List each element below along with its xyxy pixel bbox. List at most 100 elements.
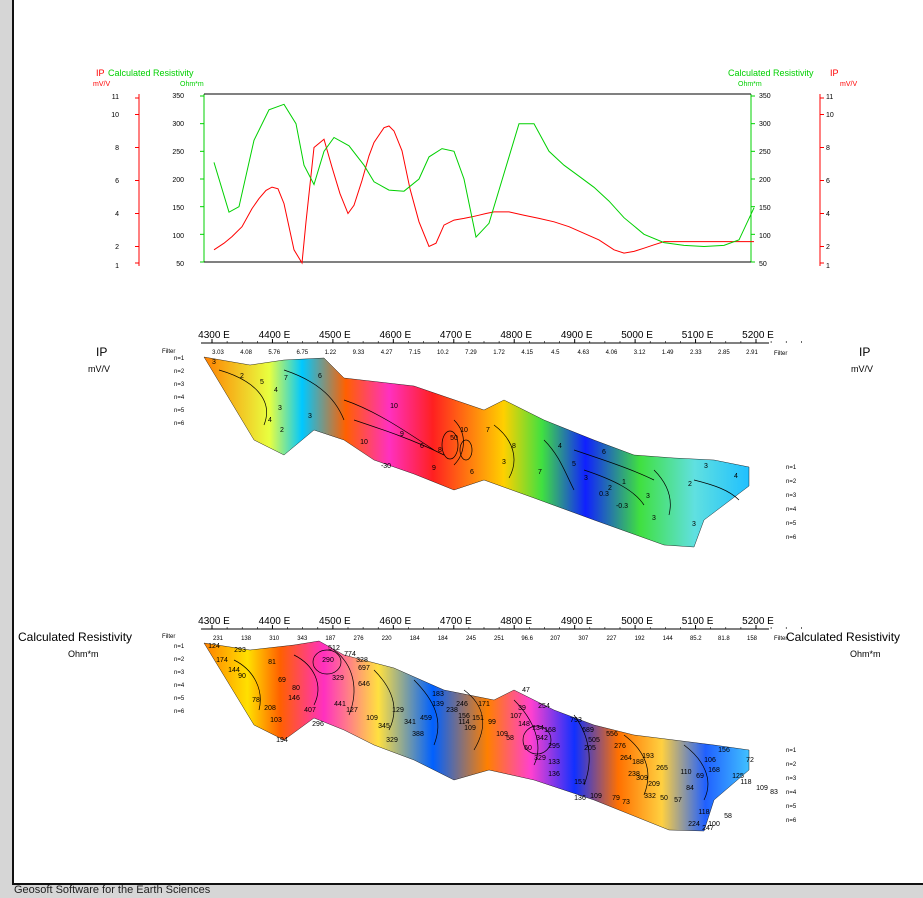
contour-label: 295 xyxy=(548,743,560,750)
left-ip-unit: mV/V xyxy=(93,81,110,88)
contour-label: 124 xyxy=(208,643,220,650)
ip-n-level: n=5 xyxy=(174,408,185,414)
contour-label: 276 xyxy=(614,743,626,750)
ip-n-level: n=3 xyxy=(174,382,185,388)
contour-label: 139 xyxy=(432,701,444,708)
right-res-tick: 250 xyxy=(759,149,771,156)
contour-label: 441 xyxy=(334,701,346,708)
contour-label: -0.3 xyxy=(616,503,628,510)
contour-label: 69 xyxy=(278,677,286,684)
ip-filter-value: 10.2 xyxy=(437,350,449,356)
profile-plot: IP Calculated Resistivity mV/V Ohm*m Cal… xyxy=(93,68,857,270)
ip-contour xyxy=(353,419,445,456)
ip-n-level: n=4 xyxy=(174,395,185,401)
ip-n-level: n=2 xyxy=(786,479,797,485)
contour-label: 114 xyxy=(458,719,469,726)
res-n-level: n=6 xyxy=(174,709,185,715)
contour-label: 3 xyxy=(212,359,216,366)
resistivity-colour-section xyxy=(203,640,750,832)
ip-contour xyxy=(218,369,267,426)
res-station-label: 4300 E xyxy=(198,616,230,627)
resistivity-pseudosection: Calculated Resistivity Ohm*m Calculated … xyxy=(18,616,900,832)
res-contour xyxy=(522,725,552,755)
contour-label: 174 xyxy=(216,657,228,664)
left-ip-title: IP xyxy=(96,68,105,78)
contour-label: 512 xyxy=(328,645,340,652)
right-ip-tick: 6 xyxy=(826,178,830,185)
res-n-level: n=2 xyxy=(174,657,185,663)
contour-label: 58 xyxy=(506,735,514,742)
contour-label: 188 xyxy=(632,759,644,766)
contour-label: 8 xyxy=(438,447,442,454)
res-filter-value: 310 xyxy=(269,636,280,642)
contour-label: 209 xyxy=(648,781,660,788)
left-resistivity-ticks: 50 100 150 200 250 300 350 xyxy=(172,93,184,268)
right-ip-tick: 4 xyxy=(826,211,830,218)
left-res-tick: 250 xyxy=(172,149,184,156)
ip-contour xyxy=(583,469,645,506)
contour-label: 556 xyxy=(606,731,618,738)
contour-label: 247 xyxy=(702,825,714,832)
contour-label: 78 xyxy=(252,697,260,704)
contour-label: 60 xyxy=(524,745,532,752)
res-station-label: 4900 E xyxy=(561,616,593,627)
ip-section-title-right: IP xyxy=(859,345,870,359)
ip-contour xyxy=(453,419,464,466)
contour-label: 205 xyxy=(584,745,596,752)
ip-section-unit-left: mV/V xyxy=(88,364,110,374)
contour-label: 5 xyxy=(572,461,576,468)
contour-label: 3 xyxy=(652,515,656,522)
res-filter-value: 276 xyxy=(354,636,365,642)
res-filter-value: 144 xyxy=(663,636,674,642)
res-n-level: n=6 xyxy=(786,818,797,824)
ip-filter-value: 6.75 xyxy=(296,350,308,356)
contour-label: 265 xyxy=(656,765,668,772)
ip-filter-value: 7.29 xyxy=(465,350,477,356)
res-filter-value: 343 xyxy=(297,636,308,642)
ip-station-label: 4600 E xyxy=(379,330,411,341)
contour-label: 81 xyxy=(268,659,276,666)
right-ip-unit: mV/V xyxy=(840,81,857,88)
contour-label: 151 xyxy=(574,779,586,786)
ip-station-label: 4900 E xyxy=(561,330,593,341)
ip-contour-lines xyxy=(218,369,740,516)
contour-label: 3 xyxy=(502,459,506,466)
contour-label: 118 xyxy=(740,779,751,786)
left-ip-tick: 8 xyxy=(115,145,119,152)
contour-label: 168 xyxy=(708,767,720,774)
contour-label: 144 xyxy=(228,667,240,674)
contour-label: 290 xyxy=(322,657,334,664)
contour-label: 103 xyxy=(270,717,282,724)
left-resistivity-unit: Ohm*m xyxy=(180,81,204,88)
res-filter-value: 251 xyxy=(494,636,505,642)
ip-filter-value: 9.33 xyxy=(353,350,365,356)
contour-label: 459 xyxy=(420,715,432,722)
left-ip-tick: 4 xyxy=(115,211,119,218)
contour-label: 148 xyxy=(518,721,530,728)
res-filter-value: 307 xyxy=(578,636,589,642)
contour-label: 3 xyxy=(584,475,588,482)
ip-contour xyxy=(283,369,345,421)
res-n-level: n=2 xyxy=(786,762,797,768)
res-contour-lines xyxy=(233,649,709,801)
right-res-tick: 50 xyxy=(759,261,767,268)
contour-label: 168 xyxy=(544,727,556,734)
contour-label: 345 xyxy=(378,723,390,730)
res-n-level: n=4 xyxy=(786,790,797,796)
contour-label: 84 xyxy=(686,785,694,792)
contour-label: 3 xyxy=(704,463,708,470)
resistivity-line xyxy=(213,103,755,248)
contour-label: 5 xyxy=(260,379,264,386)
ip-filter-value: 4.63 xyxy=(578,350,590,356)
ip-station-ticks: 4300 E 4400 E 4500 E 4600 E 4700 E 4800 E 4900… xyxy=(198,330,802,343)
right-res-tick: 100 xyxy=(759,233,771,240)
left-res-tick: 100 xyxy=(172,233,184,240)
ip-n-level: n=2 xyxy=(174,369,185,375)
ip-station-label: 5100 E xyxy=(682,330,714,341)
res-station-label: 4600 E xyxy=(379,616,411,627)
res-n-level: n=5 xyxy=(786,804,797,810)
contour-label: 6 xyxy=(470,469,474,476)
ip-filter-value: 1.72 xyxy=(493,350,505,356)
contour-label: 293 xyxy=(234,647,246,654)
left-res-tick: 50 xyxy=(176,261,184,268)
